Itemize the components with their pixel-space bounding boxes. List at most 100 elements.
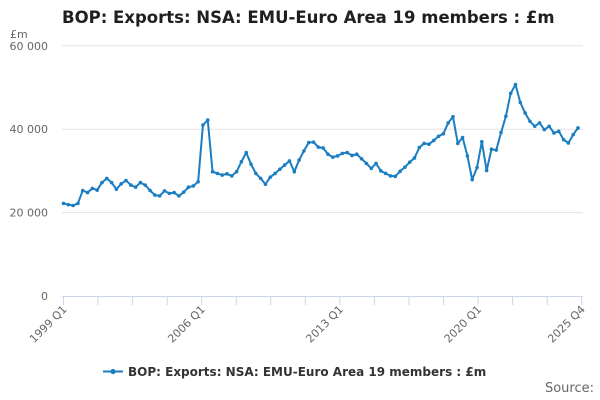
series-line-bop-exports[interactable]: [61, 82, 580, 208]
x-tick-label: 2013 Q1: [303, 303, 346, 346]
data-point-marker: [537, 121, 542, 125]
data-point-marker: [119, 182, 123, 186]
data-point-marker: [422, 141, 426, 146]
data-point-marker: [504, 114, 508, 119]
y-axis-labels: 0 20 000 40 000 60 000: [10, 40, 49, 303]
data-point-marker: [263, 182, 268, 187]
x-axis-labels: 1999 Q1 2006 Q1 2013 Q1 2020 Q1 2025 Q4: [27, 303, 588, 346]
data-point-marker: [350, 153, 354, 158]
y-tick-label: 20 000: [10, 207, 49, 220]
data-point-marker: [225, 172, 229, 176]
data-point-marker: [532, 124, 537, 129]
data-point-marker: [201, 123, 205, 127]
data-point-marker: [229, 174, 234, 178]
data-point-marker: [441, 131, 446, 136]
data-point-marker: [196, 179, 200, 184]
data-point-marker: [345, 150, 350, 155]
data-point-marker: [556, 129, 561, 134]
data-point-marker: [547, 124, 551, 129]
data-point-marker: [306, 140, 311, 145]
data-point-marker: [355, 152, 359, 157]
data-point-marker: [359, 157, 364, 161]
data-point-marker: [71, 203, 75, 208]
data-point-marker: [321, 146, 325, 150]
data-point-marker: [484, 168, 489, 173]
data-point-marker: [133, 185, 138, 189]
data-point-marker: [523, 111, 527, 115]
series-path: [63, 83, 579, 207]
data-point-marker: [576, 126, 580, 130]
data-point-marker: [311, 140, 316, 144]
data-point-marker: [480, 139, 484, 144]
data-point-marker: [571, 132, 575, 137]
data-point-marker: [129, 183, 133, 187]
data-point-marker: [369, 166, 374, 171]
data-point-marker: [234, 169, 239, 174]
data-point-marker: [215, 171, 220, 176]
data-point-marker: [273, 171, 277, 176]
data-point-marker: [494, 148, 499, 152]
data-point-marker: [278, 167, 282, 172]
data-point-marker: [258, 176, 263, 181]
y-tick-label: 60 000: [10, 40, 49, 53]
data-point-marker: [172, 190, 176, 195]
data-point-marker: [513, 82, 518, 87]
data-point-marker: [239, 159, 244, 164]
data-point-marker: [85, 190, 90, 195]
legend-marker-dot: [110, 368, 116, 375]
data-point-marker: [210, 169, 215, 174]
x-tick-label: 1999 Q1: [27, 303, 70, 346]
data-point-marker: [335, 154, 340, 158]
data-point-marker: [393, 174, 398, 179]
data-point-marker: [153, 193, 157, 197]
data-point-marker: [297, 158, 301, 162]
data-point-marker: [95, 188, 99, 192]
data-point-marker: [374, 161, 378, 166]
x-tick-label: 2025 Q4: [545, 303, 588, 346]
data-point-marker: [220, 173, 224, 177]
data-point-marker: [177, 194, 181, 198]
data-point-marker: [282, 163, 287, 167]
data-point-marker: [292, 169, 297, 174]
data-point-marker: [407, 160, 412, 164]
data-point-marker: [388, 174, 393, 178]
data-point-marker: [518, 100, 523, 105]
data-point-marker: [244, 150, 249, 155]
data-point-marker: [542, 127, 547, 132]
data-point-marker: [398, 169, 402, 174]
data-point-marker: [66, 202, 71, 207]
data-point-marker: [104, 176, 109, 181]
data-point-marker: [508, 91, 513, 96]
legend-label: BOP: Exports: NSA: EMU-Euro Area 19 memb…: [128, 365, 486, 379]
gridlines: [62, 45, 583, 214]
data-point-marker: [489, 147, 494, 152]
data-point-marker: [124, 178, 128, 183]
data-point-marker: [249, 162, 253, 167]
legend-item[interactable]: BOP: Exports: NSA: EMU-Euro Area 19 memb…: [103, 365, 486, 379]
data-point-marker: [528, 119, 532, 124]
y-tick-label: 40 000: [10, 123, 49, 136]
data-point-marker: [157, 194, 162, 198]
data-point-marker: [80, 188, 85, 193]
data-point-marker: [191, 184, 196, 188]
data-point-marker: [181, 190, 186, 194]
y-tick-label: 0: [41, 290, 48, 303]
data-point-marker: [316, 145, 321, 149]
data-point-marker: [330, 155, 335, 159]
data-point-marker: [431, 138, 436, 143]
data-point-marker: [138, 180, 143, 185]
data-point-marker: [114, 187, 119, 192]
data-point-marker: [475, 165, 479, 170]
source-label: Source:: [545, 381, 594, 396]
data-point-marker: [446, 121, 450, 125]
data-point-marker: [254, 171, 258, 176]
x-tick-label: 2020 Q1: [442, 303, 485, 346]
data-point-marker: [436, 134, 441, 139]
data-point-marker: [143, 183, 148, 187]
data-point-marker: [76, 201, 80, 206]
data-point-marker: [427, 142, 431, 147]
x-axis: [62, 296, 583, 305]
data-point-marker: [566, 141, 571, 145]
data-point-marker: [379, 169, 383, 173]
